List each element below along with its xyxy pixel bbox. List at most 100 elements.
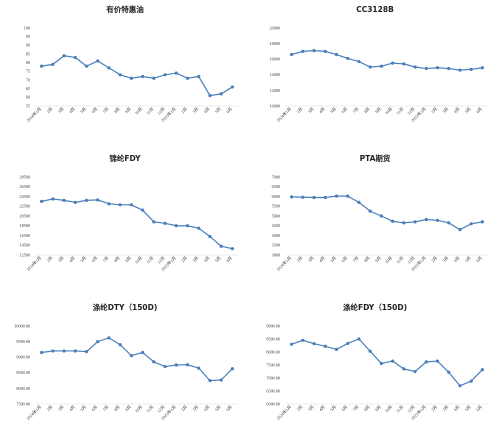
x-tick-label: 7月 <box>102 106 111 115</box>
y-tick-label: 6500 <box>272 184 280 189</box>
chart-title: 锦纶FDY <box>109 153 141 163</box>
x-tick-label: 5月 <box>214 106 223 115</box>
x-tick-label: 8月 <box>363 106 372 115</box>
x-tick-label: 3月 <box>191 404 200 413</box>
data-point <box>379 64 383 68</box>
y-tick-label: 26500 <box>20 184 30 189</box>
data-point <box>118 203 122 207</box>
x-tick-label: 10月 <box>134 106 144 116</box>
x-tick-label: 8月 <box>363 255 372 264</box>
x-tick-label: 4月 <box>203 106 212 115</box>
x-tick-label: 9月 <box>124 255 133 264</box>
y-tick-label: 14000 <box>270 72 280 77</box>
x-tick-label: 2月 <box>180 404 189 413</box>
data-point <box>96 198 100 202</box>
x-tick-label: 5月 <box>214 255 223 264</box>
chart-panel-5: 涤纶DTY（150D) 7500.00 8000.00 8500.00 9000.00 9… <box>0 298 250 447</box>
y-tick-label: 100 <box>24 25 30 30</box>
y-tick-label: 60 <box>26 95 30 100</box>
x-tick-label: 4月 <box>453 106 462 115</box>
data-point <box>152 76 156 80</box>
x-tick-label: 8月 <box>363 404 372 413</box>
y-tick-label: 70 <box>26 77 30 82</box>
x-tick-label: 5月 <box>214 404 223 413</box>
x-tick-label: 11月 <box>395 255 405 265</box>
x-tick-label: 2月 <box>296 404 305 413</box>
y-tick-label: 85 <box>26 51 30 56</box>
data-point <box>323 195 327 200</box>
data-point <box>357 200 361 204</box>
data-point <box>141 74 145 79</box>
data-point <box>230 85 234 89</box>
data-point <box>413 220 417 224</box>
data-point <box>197 366 201 370</box>
data-point <box>84 349 89 354</box>
y-tick-label: 28500 <box>20 174 30 179</box>
data-point <box>458 384 462 388</box>
data-point <box>357 337 361 341</box>
data-point <box>301 49 305 54</box>
data-point <box>62 198 66 202</box>
x-tick-label: 4月 <box>318 106 327 115</box>
data-point <box>208 379 212 383</box>
y-tick-label: 9000.00 <box>266 323 280 328</box>
data-point <box>174 363 178 367</box>
x-tick-label: 3月 <box>57 106 66 115</box>
data-point <box>197 74 201 79</box>
x-tick-label: 2月 <box>46 106 55 115</box>
series-line <box>41 337 233 382</box>
x-tick-label: 3月 <box>307 255 316 264</box>
y-tick-label: 3500 <box>272 243 280 248</box>
series-line <box>291 50 483 71</box>
chart-title: 有价特惠油 <box>106 4 144 14</box>
x-tick-label: 5月 <box>464 106 473 115</box>
data-point <box>219 92 223 96</box>
x-tick-label: 10月 <box>384 255 394 265</box>
x-tick-label: 9月 <box>374 404 383 413</box>
data-point <box>141 350 145 355</box>
x-tick-label: 6月 <box>90 404 99 413</box>
chart-title: 涤纶FDY（150D) <box>343 302 407 312</box>
chart-panel-2: CC3128B 10000 12000 14000 16000 18000 20000 202… <box>250 0 500 149</box>
data-point <box>424 217 428 222</box>
data-point <box>40 199 44 203</box>
data-point <box>174 224 178 228</box>
data-point <box>174 71 178 75</box>
x-tick-label: 5月 <box>329 255 338 264</box>
data-point <box>346 341 350 346</box>
x-tick-label: 6月 <box>475 106 484 115</box>
x-tick-label: 10月 <box>384 106 394 116</box>
data-point <box>96 340 100 344</box>
data-point <box>290 52 294 57</box>
y-tick-label: 16500 <box>20 233 30 238</box>
x-tick-label: 8月 <box>113 255 122 264</box>
data-point <box>458 68 462 72</box>
x-tick-label: 5月 <box>79 106 88 115</box>
data-point <box>129 354 133 358</box>
x-tick-label: 5月 <box>464 404 473 413</box>
y-tick-label: 18000 <box>270 41 280 46</box>
x-tick-label: 6月 <box>90 255 99 264</box>
x-tick-label: 12月 <box>406 404 416 414</box>
data-point <box>152 220 156 224</box>
y-tick-label: 10000.00 <box>14 323 30 328</box>
x-tick-label: 7月 <box>102 255 111 264</box>
line-chart: CC3128B100001200014000160001800020000202… <box>270 5 488 124</box>
data-point <box>334 347 339 351</box>
data-point <box>469 222 473 226</box>
chart-panel-6: 涤纶FDY（150D) 6000.00 6500.00 7000.00 7500.00 8… <box>250 298 500 447</box>
data-point <box>424 66 428 71</box>
x-tick-label: 4月 <box>453 404 462 413</box>
x-tick-label: 3月 <box>307 404 316 413</box>
data-point <box>219 378 223 382</box>
x-tick-label: 6月 <box>475 404 484 413</box>
chart-panel-1: 有价特惠油 55 60 65 70 75 80 85 90 95 100 2024年1月 2月 3月 4月 5… <box>0 0 250 149</box>
x-tick-label: 6月 <box>90 106 99 115</box>
x-tick-label: 11月 <box>145 404 155 414</box>
data-point <box>51 62 55 66</box>
x-tick-label: 2月 <box>430 255 439 264</box>
line-chart: 涤纶DTY（150D) 7500.00 8000.00 8500.00 9000.00 9… <box>14 302 238 422</box>
x-tick-label: 3月 <box>307 106 316 115</box>
y-tick-label: 7500.00 <box>266 362 280 367</box>
x-tick-label: 11月 <box>395 404 405 414</box>
